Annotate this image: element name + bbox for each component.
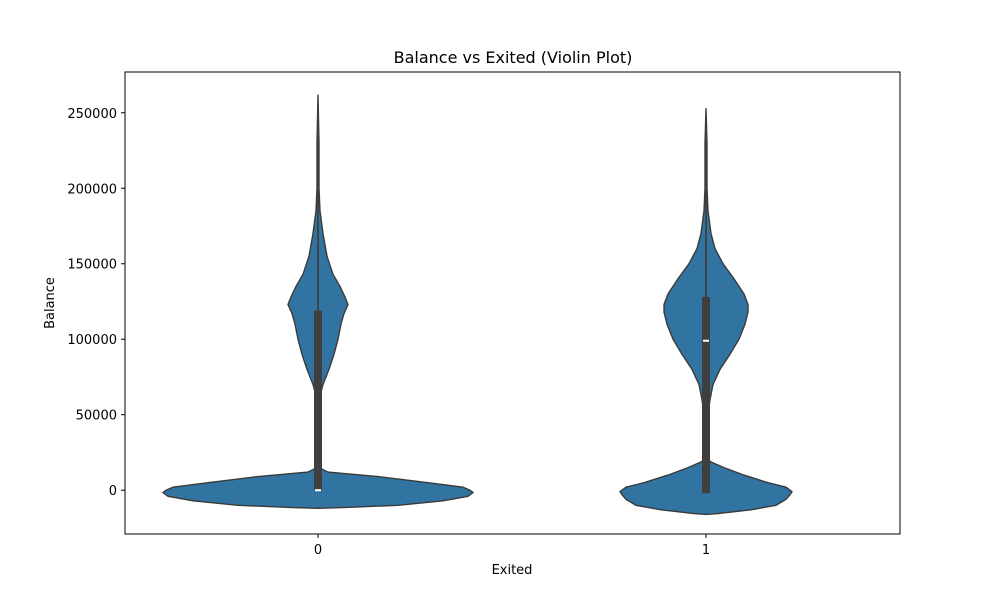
y-tick-label: 0 — [109, 484, 117, 499]
y-tick-label: 50000 — [76, 409, 117, 424]
iqr-box — [314, 310, 322, 491]
plot-area — [124, 71, 901, 535]
y-tick-label: 150000 — [67, 258, 117, 273]
x-axis-label: Exited — [492, 563, 533, 578]
y-tick-label: 100000 — [67, 333, 117, 348]
x-tick-label: 1 — [702, 543, 710, 558]
y-tick-label: 250000 — [67, 107, 117, 122]
violins — [161, 94, 793, 516]
iqr-box — [702, 296, 710, 494]
median-marker — [703, 339, 709, 342]
violin-0 — [161, 94, 475, 510]
chart-title: Balance vs Exited (Violin Plot) — [394, 48, 633, 67]
y-axis-label: Balance — [43, 277, 58, 329]
violin-1 — [619, 108, 793, 516]
x-tick-label: 0 — [314, 543, 322, 558]
median-marker — [315, 489, 321, 492]
y-axis: 0 50000 100000 150000 200000 250000 — [67, 107, 125, 499]
y-tick-label: 200000 — [67, 182, 117, 197]
